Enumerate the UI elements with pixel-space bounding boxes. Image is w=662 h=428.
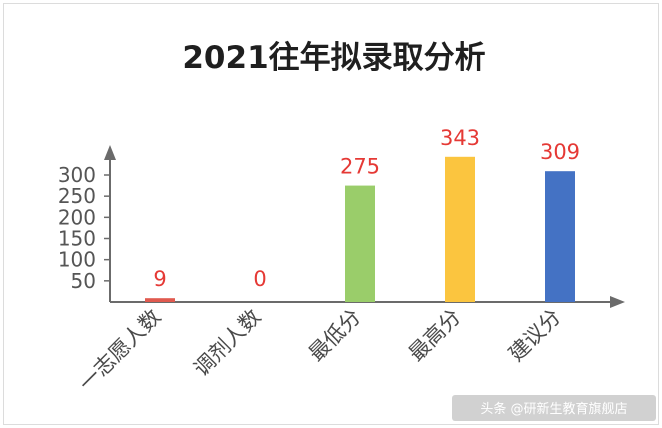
x-category-label: 最高分 [404, 305, 466, 367]
bar [445, 156, 475, 302]
watermark-text: 头条 @研新生教育旗舰店 [480, 401, 627, 417]
bar [345, 185, 375, 302]
x-axis-arrow [610, 296, 625, 308]
x-category-label: 调剂人数 [189, 305, 265, 381]
y-tick-label: 100 [58, 248, 96, 272]
data-label: 275 [340, 155, 380, 179]
y-tick-label: 150 [58, 227, 96, 251]
y-axis [104, 145, 116, 302]
data-label: 309 [540, 140, 580, 164]
x-category-label: 建议分 [504, 305, 566, 367]
data-label: 343 [440, 126, 480, 150]
y-tick-label: 250 [58, 184, 96, 208]
bar [545, 171, 575, 302]
y-tick-label: 300 [58, 163, 96, 187]
chart-title: 2021往年拟录取分析 [182, 40, 485, 76]
x-category-label: 最低分 [304, 305, 366, 367]
chart-frame [3, 3, 659, 425]
y-axis-arrow [104, 145, 116, 160]
watermark: 头条 @研新生教育旗舰店 [452, 395, 656, 421]
y-tick-label: 200 [58, 205, 96, 229]
bar [145, 298, 175, 302]
watermark-bg [452, 395, 656, 421]
y-tick-label: 50 [71, 269, 96, 293]
data-label: 0 [253, 267, 266, 291]
x-category-label: 一志愿人数 [74, 305, 165, 396]
data-label: 9 [153, 267, 166, 291]
